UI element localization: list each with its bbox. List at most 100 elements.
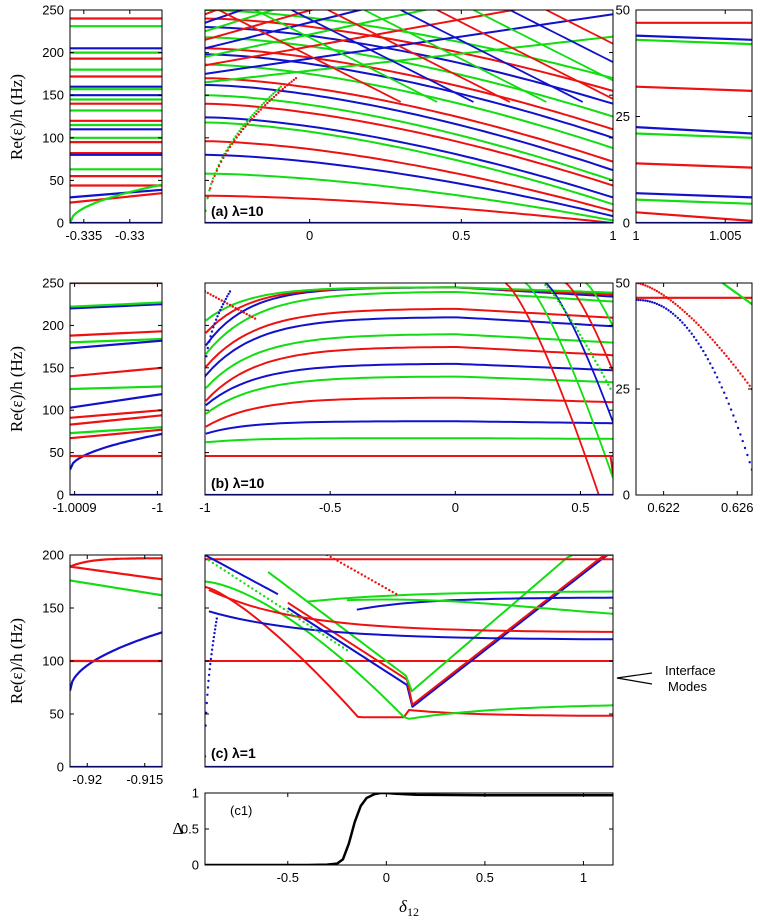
y-tick-label: 50 xyxy=(50,173,64,188)
panel-a-right-ticks: 1 1.005 0 25 50 xyxy=(616,3,752,243)
y-tick-label: 25 xyxy=(616,109,630,124)
mode-dot xyxy=(272,92,275,95)
panel-b-right-ticks: 0.622 0.626 0 25 50 xyxy=(616,276,754,516)
mode-dot xyxy=(748,461,751,464)
mode-dot xyxy=(314,628,317,631)
panel-b-left-ticks: -1.0009 -1 0 50 100 150 200 250 xyxy=(42,276,163,516)
mode-line-green xyxy=(636,38,752,46)
x-tick-label: 0.5 xyxy=(452,228,470,243)
mode-dot xyxy=(697,323,700,327)
panel-b-main-lines xyxy=(205,283,613,495)
mode-dot xyxy=(692,335,696,339)
mode-dot xyxy=(306,623,309,626)
mode-dot xyxy=(206,686,210,689)
x-tick-label: 0 xyxy=(306,228,313,243)
mode-dot xyxy=(242,125,245,128)
mode-dot xyxy=(248,314,251,317)
mode-dot xyxy=(264,99,267,103)
mode-dot xyxy=(339,561,343,564)
mode-dot xyxy=(283,86,287,89)
mode-dot xyxy=(206,195,210,198)
mode-dot xyxy=(207,559,211,562)
mode-dot xyxy=(243,122,247,126)
x-axis-label: δ12 xyxy=(399,897,419,919)
mode-line-green xyxy=(254,10,438,103)
y-tick-label: 150 xyxy=(42,360,64,375)
y-tick-label: 0 xyxy=(623,216,630,231)
mode-line-red xyxy=(218,10,402,103)
mode-dot xyxy=(206,346,209,350)
mode-dot xyxy=(264,104,267,107)
mode-dot xyxy=(651,301,654,304)
mode-dot xyxy=(231,574,234,577)
mode-dot xyxy=(262,101,266,105)
mode-line-green xyxy=(205,333,613,389)
mode-dot xyxy=(557,299,560,303)
mode-dot xyxy=(667,297,670,300)
mode-dot xyxy=(212,639,215,643)
y-axis-label-c: Re(ε)/h (Hz) xyxy=(7,618,26,704)
mode-line-red xyxy=(70,414,162,426)
x-tick-label: 1 xyxy=(580,870,587,885)
mode-dots-green xyxy=(544,283,612,390)
mode-dot xyxy=(210,648,214,651)
mode-dot xyxy=(674,314,677,317)
panel-c-main-lines xyxy=(205,555,613,767)
mode-line-blue xyxy=(205,10,365,50)
mode-dot xyxy=(211,561,215,565)
mode-line-green xyxy=(205,121,613,206)
mode-dot xyxy=(711,366,714,370)
mode-line-blue xyxy=(291,10,474,103)
mode-dot xyxy=(683,323,686,327)
mode-line-red xyxy=(545,10,613,45)
mode-dot xyxy=(678,318,682,322)
mode-dot xyxy=(215,620,218,624)
mode-dot xyxy=(208,340,211,343)
mode-dot xyxy=(213,628,217,631)
mode-dot xyxy=(253,115,256,118)
mode-dot xyxy=(706,333,710,336)
mode-dot xyxy=(242,311,246,314)
mode-dot xyxy=(215,564,218,567)
mode-dot xyxy=(266,97,269,101)
mode-dot xyxy=(739,433,742,436)
mode-line-red xyxy=(205,396,613,428)
y-tick-label: 100 xyxy=(42,403,64,418)
mode-line-blue xyxy=(205,362,613,407)
y-tick-label: 0 xyxy=(57,760,64,775)
panel-b-left: -1.0009 -1 0 50 100 150 200 250 Re(ε)/h (Hz) xyxy=(7,276,163,516)
mode-dot xyxy=(217,164,221,168)
mode-dot xyxy=(723,391,726,394)
y-axis-label-delta: Δ xyxy=(173,819,184,838)
mode-line-green xyxy=(473,10,613,82)
mode-dot xyxy=(695,321,698,324)
mode-dot xyxy=(609,387,612,390)
mode-dot xyxy=(704,331,707,334)
mode-dot xyxy=(653,288,656,291)
mode-dot xyxy=(367,577,370,580)
mode-dot xyxy=(561,306,564,309)
mode-dot xyxy=(748,384,751,387)
mode-dot xyxy=(233,139,236,142)
mode-dot xyxy=(713,371,717,374)
mode-dot xyxy=(711,338,714,341)
mode-dot xyxy=(690,317,693,320)
mode-dot xyxy=(214,296,218,299)
mode-dot xyxy=(648,300,652,303)
mode-dot xyxy=(743,378,747,381)
mode-dot xyxy=(220,299,223,302)
x-tick-label: 0 xyxy=(452,500,459,515)
mode-dot xyxy=(228,145,232,149)
mode-dot xyxy=(655,289,659,293)
mode-dot xyxy=(270,600,274,603)
panel-a-left-ticks: -0.335 -0.33 0 50 100 150 200 250 xyxy=(42,3,162,243)
y-tick-label: 0.5 xyxy=(181,822,199,837)
mode-line-red xyxy=(287,555,613,706)
y-tick-label: 250 xyxy=(42,3,64,18)
mode-dot xyxy=(237,133,240,136)
mode-dot xyxy=(555,296,558,300)
x-tick-label: -1 xyxy=(152,500,164,515)
mode-dot xyxy=(585,344,588,347)
x-tick-label: 0 xyxy=(383,870,390,885)
mode-dot xyxy=(718,346,721,349)
